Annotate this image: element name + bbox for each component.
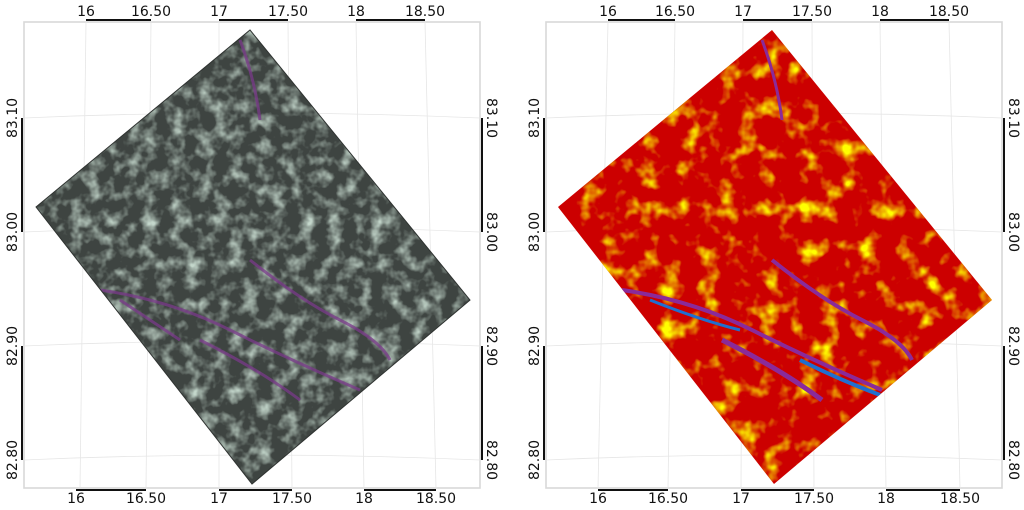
bottom-tick-label: 18.50	[416, 491, 456, 507]
right-tick-label: 83.00	[1005, 212, 1021, 252]
left-axis: 83.10 83.00 82.90 82.80	[5, 98, 23, 480]
right-map-panel: 16 16.50 17 17.50 18 18.50 16 16.50 17 1…	[522, 0, 1024, 510]
lead-features	[99, 39, 392, 402]
bottom-tick-label: 18	[877, 491, 895, 507]
right-tick-label: 83.10	[483, 98, 499, 138]
bottom-axis: 16 16.50 17 17.50 18 18.50	[67, 489, 456, 507]
bottom-tick-label: 16.50	[126, 491, 166, 507]
map-frame	[545, 21, 1003, 489]
left-tick-label: 82.80	[5, 440, 21, 480]
top-tick-label: 16.50	[655, 4, 695, 20]
right-tick-label: 82.80	[483, 440, 499, 480]
right-tick-label: 82.90	[1005, 326, 1021, 366]
left-tick-label: 83.00	[5, 212, 21, 252]
top-tick-label: 17	[734, 4, 752, 20]
top-tick-label: 16.50	[131, 4, 171, 20]
right-tick-label: 83.00	[483, 212, 499, 252]
bottom-tick-label: 16.50	[648, 491, 688, 507]
bottom-tick-label: 17	[210, 491, 228, 507]
left-map-svg: 16 16.50 17 17.50 18 18.50 16 16.50 17 1…	[5, 4, 499, 507]
bottom-axis: 16 16.50 17 17.50 18 18.50	[589, 489, 980, 507]
left-tick-label: 82.90	[5, 326, 21, 366]
lead-features	[621, 39, 914, 403]
top-tick-label: 17	[210, 4, 228, 20]
bottom-tick-label: 17.50	[272, 491, 312, 507]
top-tick-label: 18.50	[929, 4, 969, 20]
left-tick-label: 82.90	[527, 326, 543, 366]
top-tick-label: 17.50	[792, 4, 832, 20]
top-tick-label: 18	[871, 4, 889, 20]
top-tick-label: 17.50	[268, 4, 308, 20]
top-axis: 16 16.50 17 17.50 18 18.50	[77, 4, 445, 21]
classified-scene	[558, 30, 992, 484]
left-tick-label: 82.80	[527, 440, 543, 480]
bottom-tick-label: 18	[355, 491, 373, 507]
map-frame	[23, 21, 481, 489]
left-tick-label: 83.10	[5, 98, 21, 138]
left-tick-label: 83.10	[527, 98, 543, 138]
bottom-tick-label: 16	[67, 491, 85, 507]
bottom-tick-label: 17	[732, 491, 750, 507]
right-tick-label: 82.90	[483, 326, 499, 366]
bottom-tick-label: 17.50	[794, 491, 834, 507]
right-tick-label: 83.10	[1005, 98, 1021, 138]
top-tick-label: 16	[599, 4, 617, 20]
top-axis: 16 16.50 17 17.50 18 18.50	[599, 4, 969, 21]
right-map-svg: 16 16.50 17 17.50 18 18.50 16 16.50 17 1…	[527, 4, 1021, 507]
left-map-panel: 16 16.50 17 17.50 18 18.50 16 16.50 17 1…	[5, 4, 499, 507]
bottom-tick-label: 16	[589, 491, 607, 507]
bottom-tick-label: 18.50	[940, 491, 980, 507]
right-axis: 83.10 83.00 82.90 82.80	[1003, 98, 1021, 480]
right-tick-label: 82.80	[1005, 440, 1021, 480]
top-tick-label: 18.50	[405, 4, 445, 20]
left-tick-label: 83.00	[527, 212, 543, 252]
satellite-scene	[35, 29, 471, 485]
top-tick-label: 16	[77, 4, 95, 20]
left-axis: 83.10 83.00 82.90 82.80	[527, 98, 545, 480]
right-axis: 83.10 83.00 82.90 82.80	[481, 98, 499, 480]
top-tick-label: 18	[347, 4, 365, 20]
